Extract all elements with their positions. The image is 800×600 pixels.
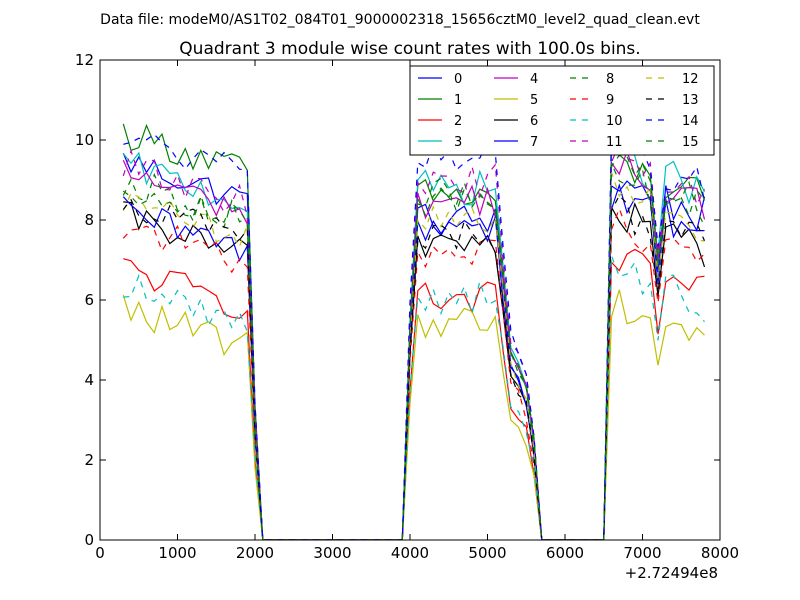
y-tick-label: 2 (84, 451, 94, 469)
y-tick-label: 4 (84, 371, 94, 389)
legend-label-15: 15 (682, 135, 699, 150)
y-tick-label: 0 (84, 531, 94, 549)
y-tick-label: 6 (84, 291, 94, 309)
x-tick-label: 4000 (391, 544, 429, 562)
series-line-6 (123, 201, 706, 540)
x-tick-label: 0 (95, 544, 105, 562)
x-tick-label: 1000 (158, 544, 196, 562)
legend-label-10: 10 (606, 114, 623, 129)
legend-label-12: 12 (682, 72, 699, 87)
y-tick-label: 10 (75, 131, 94, 149)
legend-label-3: 3 (454, 135, 462, 150)
legend-label-14: 14 (682, 114, 699, 129)
series-line-0 (122, 152, 706, 540)
series-line-14 (123, 128, 706, 540)
legend-label-7: 7 (530, 135, 538, 150)
legend-label-5: 5 (530, 93, 538, 108)
series-line-4 (122, 149, 706, 540)
series-line-15 (122, 154, 705, 540)
series-line-5 (122, 289, 705, 540)
series-line-11 (122, 142, 706, 540)
figure-suptitle: Data file: modeM0/AS1T02_084T01_90000023… (100, 12, 700, 28)
x-tick-label: 8000 (701, 544, 739, 562)
legend-label-9: 9 (606, 93, 614, 108)
x-tick-label: 5000 (468, 544, 506, 562)
plot-frame (99, 59, 721, 541)
legend-label-11: 11 (606, 135, 623, 150)
x-tick-label: 6000 (546, 544, 584, 562)
x-tick-label: 7000 (623, 544, 661, 562)
series-line-7 (122, 183, 705, 540)
legend-label-8: 8 (606, 72, 614, 87)
legend-label-4: 4 (530, 72, 538, 87)
x-offset-label: +2.72494e8 (625, 564, 718, 582)
legend-label-2: 2 (454, 114, 462, 129)
series-line-9 (122, 206, 705, 540)
y-tick-label: 12 (75, 51, 94, 69)
legend-frame (409, 65, 715, 156)
x-tick-label: 3000 (313, 544, 351, 562)
legend-label-1: 1 (454, 93, 462, 108)
x-tick-label: 2000 (236, 544, 274, 562)
legend-label-13: 13 (682, 93, 699, 108)
plot-area (122, 123, 706, 540)
series-line-8 (122, 163, 706, 540)
series-line-13 (122, 194, 706, 540)
legend-label-0: 0 (454, 72, 462, 87)
y-tick-label: 8 (84, 211, 94, 229)
legend-label-6: 6 (530, 114, 538, 129)
chart-title: Quadrant 3 module wise count rates with … (179, 39, 640, 59)
series-line-10 (123, 255, 705, 540)
axis-ticks: 0 1000 2000 3000 4000 5000 6000 7000 80000246810… (75, 51, 739, 562)
series-line-1 (122, 123, 706, 540)
series-line-12 (122, 172, 705, 540)
